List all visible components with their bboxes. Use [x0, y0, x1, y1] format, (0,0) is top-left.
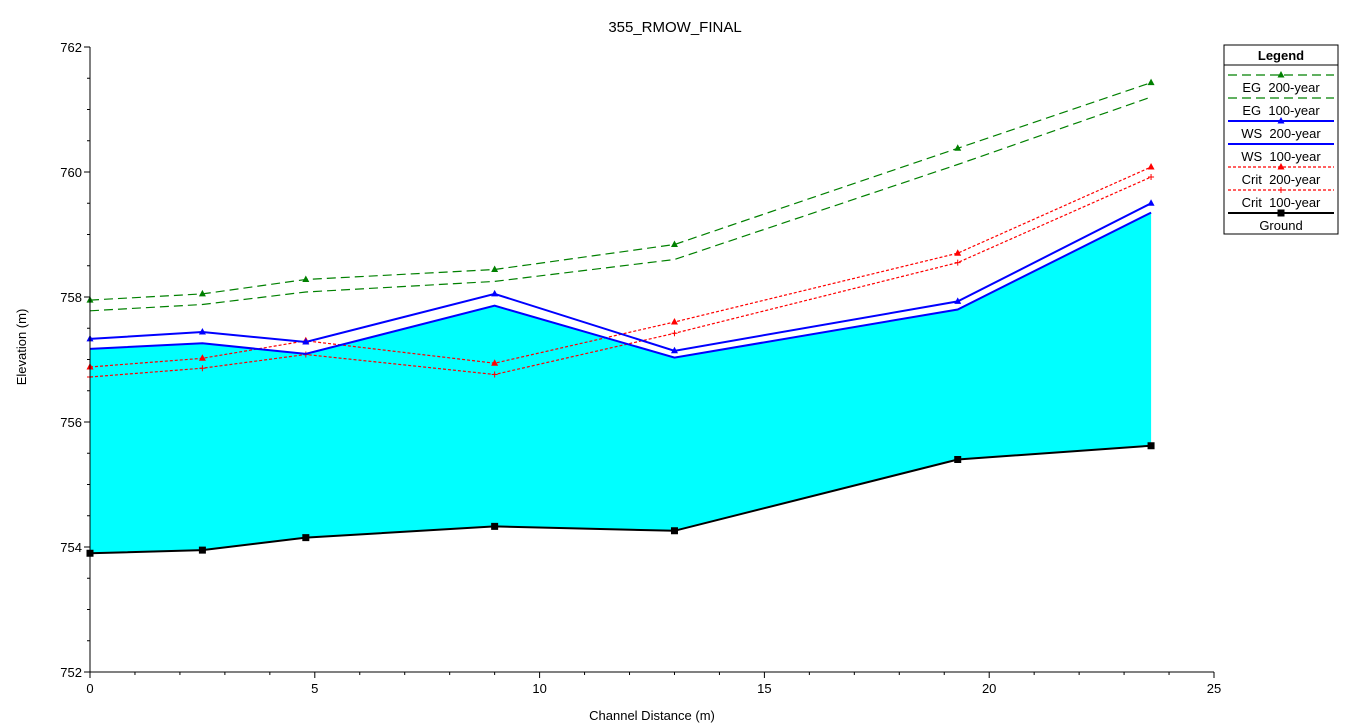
x-tick-label: 25 — [1207, 681, 1221, 696]
data-point-crit-200-year-1 — [198, 354, 206, 361]
x-tick-label: 0 — [86, 681, 93, 696]
x-tick-label: 5 — [311, 681, 318, 696]
y-tick-label: 758 — [60, 290, 82, 305]
water-fill — [90, 212, 1152, 554]
data-point-ground-5 — [954, 456, 962, 463]
series-line-ws-100-year — [89, 211, 1152, 359]
data-point-ground-3 — [491, 522, 499, 530]
data-point-ws-200-year-2 — [302, 338, 310, 345]
data-point-ground-2 — [302, 534, 310, 542]
legend-label-eg-100-year: EG 100-year — [1242, 103, 1320, 118]
y-axis-label: Elevation (m) — [14, 309, 29, 386]
data-point-crit-200-year-6 — [1147, 163, 1155, 170]
legend-marker-crit-200-year — [1277, 163, 1285, 170]
legend-marker-ws-200-year — [1277, 117, 1285, 124]
data-point-ground-6 — [1147, 442, 1155, 450]
data-point-ground-1 — [198, 546, 206, 554]
data-point-ws-200-year-4 — [670, 346, 678, 354]
legend: Legend EG 200-year EG 100-year WS 200-year W… — [1223, 44, 1339, 235]
y-tick-label: 760 — [60, 165, 82, 180]
data-point-eg-200-year-4 — [670, 240, 678, 247]
data-point-crit-100-year-6 — [1148, 174, 1155, 180]
legend-label-eg-200-year: EG 200-year — [1242, 80, 1320, 95]
data-point-crit-200-year-4 — [670, 318, 678, 325]
data-point-ws-200-year-1 — [198, 328, 206, 335]
data-point-eg-200-year-3 — [491, 265, 499, 272]
chart-title: 355_RMOW_FINAL — [608, 19, 741, 36]
legend-marker-crit-100-year — [1278, 187, 1284, 193]
data-point-crit-100-year-1 — [199, 365, 206, 372]
data-point-ground-4 — [670, 527, 678, 535]
x-tick-label: 10 — [532, 681, 546, 696]
legend-title: Legend — [1258, 48, 1304, 63]
data-point-eg-200-year-2 — [302, 275, 310, 282]
legend-label-ws-200-year: WS 200-year — [1241, 126, 1321, 141]
legend-label-ground: Ground — [1259, 218, 1302, 233]
legend-label-crit-200-year: Crit 200-year — [1242, 172, 1321, 187]
data-point-ws-200-year-5 — [954, 297, 962, 304]
y-tick-label: 752 — [60, 665, 82, 680]
data-point-crit-100-year-3 — [491, 371, 498, 378]
data-point-ws-200-year-6 — [1147, 199, 1155, 206]
data-point-crit-200-year-5 — [954, 249, 962, 256]
x-tick-label: 20 — [982, 681, 996, 696]
y-tick-label: 756 — [60, 415, 82, 430]
data-point-crit-200-year-3 — [491, 359, 499, 366]
legend-marker-ground — [1277, 209, 1285, 217]
x-tick-label: 15 — [757, 681, 771, 696]
y-tick-label: 762 — [60, 40, 82, 55]
x-axis-label: Channel Distance (m) — [589, 708, 715, 723]
legend-marker-eg-200-year — [1277, 71, 1285, 78]
data-point-crit-100-year-4 — [671, 330, 678, 337]
data-point-ws-200-year-3 — [491, 289, 499, 297]
legend-label-crit-100-year: Crit 100-year — [1242, 195, 1321, 210]
data-point-eg-200-year-6 — [1147, 78, 1155, 86]
data-point-eg-200-year-5 — [954, 144, 962, 151]
y-tick-label: 754 — [60, 540, 82, 555]
data-point-eg-200-year-1 — [198, 289, 206, 297]
axes: 752 754 756 758 760 762 0 5 10 15 20 25 — [60, 40, 1221, 696]
data-point-crit-100-year-5 — [954, 259, 961, 266]
series-line-eg-100-year — [89, 96, 1152, 312]
legend-label-ws-100-year: WS 100-year — [1241, 149, 1321, 164]
